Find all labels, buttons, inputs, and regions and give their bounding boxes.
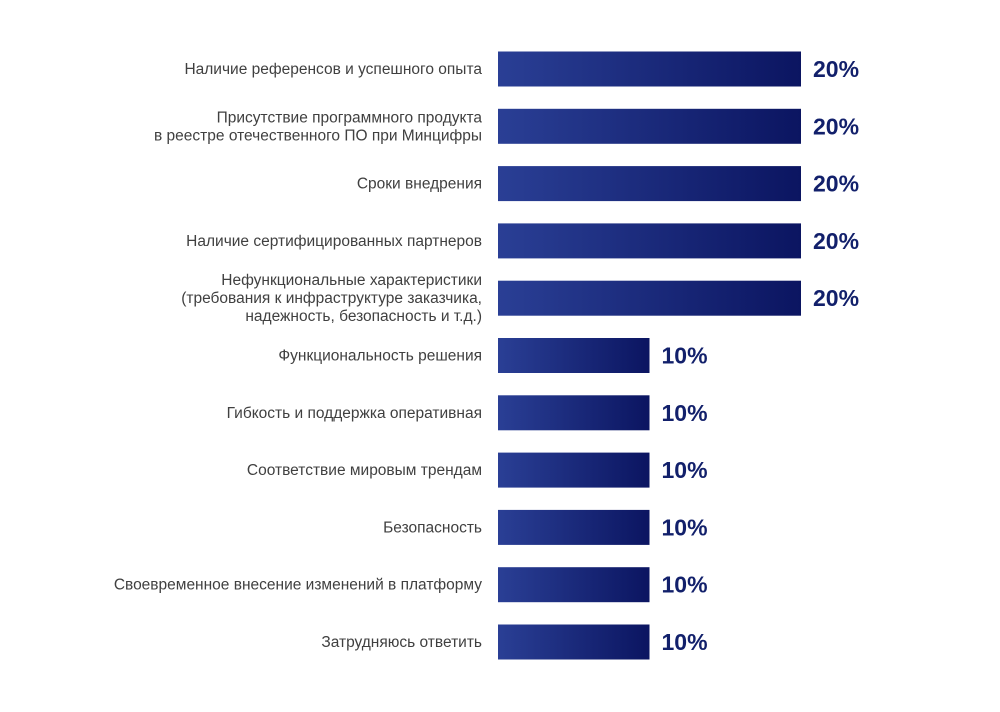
bar-11	[498, 624, 650, 660]
category-label-10: Своевременное внесение изменений в платф…	[114, 577, 482, 594]
value-label-8: 10%	[662, 457, 708, 483]
category-label-11: Затрудняюсь ответить	[321, 634, 482, 651]
category-label-line: Функциональность решения	[278, 348, 482, 365]
category-label-line: Гибкость и поддержка оперативная	[227, 405, 482, 422]
category-label-line: Нефункциональные характеристики	[221, 272, 482, 289]
value-label-2: 20%	[813, 113, 859, 139]
value-label-9: 10%	[662, 514, 708, 540]
value-label-10: 10%	[662, 572, 708, 598]
value-label-11: 10%	[662, 629, 708, 655]
value-label-5: 20%	[813, 285, 859, 311]
bar-3	[498, 166, 801, 202]
category-label-3: Сроки внедрения	[357, 176, 482, 193]
value-labels: 20% 20% 20% 20% 20% 10% 10% 10% 10% 10% 10%	[662, 56, 860, 655]
category-label-line: в реестре отечественного ПО при Минцифры	[154, 127, 482, 144]
category-label-7: Гибкость и поддержка оперативная	[227, 405, 482, 422]
bars	[498, 51, 801, 660]
category-label-4: Наличие сертифицированных партнеров	[186, 233, 482, 250]
value-label-4: 20%	[813, 228, 859, 254]
category-labels: Наличие референсов и успешного опыта Прис…	[114, 61, 483, 651]
category-label-line: Безопасность	[383, 519, 482, 536]
category-label-line: Сроки внедрения	[357, 176, 482, 193]
category-label-line: Своевременное внесение изменений в платф…	[114, 577, 482, 594]
category-label-9: Безопасность	[383, 519, 482, 536]
bar-4	[498, 223, 801, 259]
bar-6	[498, 338, 650, 373]
category-label-1: Наличие референсов и успешного опыта	[184, 61, 482, 78]
category-label-2: Присутствие программного продукта в реест…	[154, 109, 482, 144]
bar-10	[498, 567, 650, 603]
category-label-5: Нефункциональные характеристики (требован…	[181, 272, 482, 325]
value-label-3: 20%	[813, 171, 859, 197]
bar-5	[498, 280, 801, 316]
bar-8	[498, 452, 650, 488]
category-label-6: Функциональность решения	[278, 348, 482, 365]
category-label-line: (требования к инфраструктуре заказчика,	[181, 290, 482, 307]
value-label-6: 10%	[662, 343, 708, 369]
category-label-line: Соответствие мировым трендам	[247, 462, 482, 479]
bar-9	[498, 509, 650, 545]
category-label-line: надежность, безопасность и т.д.)	[245, 308, 482, 325]
category-label-8: Соответствие мировым трендам	[247, 462, 482, 479]
bar-2	[498, 108, 801, 144]
value-label-7: 10%	[662, 400, 708, 426]
category-label-line: Наличие сертифицированных партнеров	[186, 233, 482, 250]
bar-7	[498, 395, 650, 431]
value-label-1: 20%	[813, 56, 859, 82]
category-label-line: Наличие референсов и успешного опыта	[184, 61, 482, 78]
category-label-line: Затрудняюсь ответить	[321, 634, 482, 651]
category-label-line: Присутствие программного продукта	[217, 109, 483, 126]
bar-1	[498, 51, 801, 87]
